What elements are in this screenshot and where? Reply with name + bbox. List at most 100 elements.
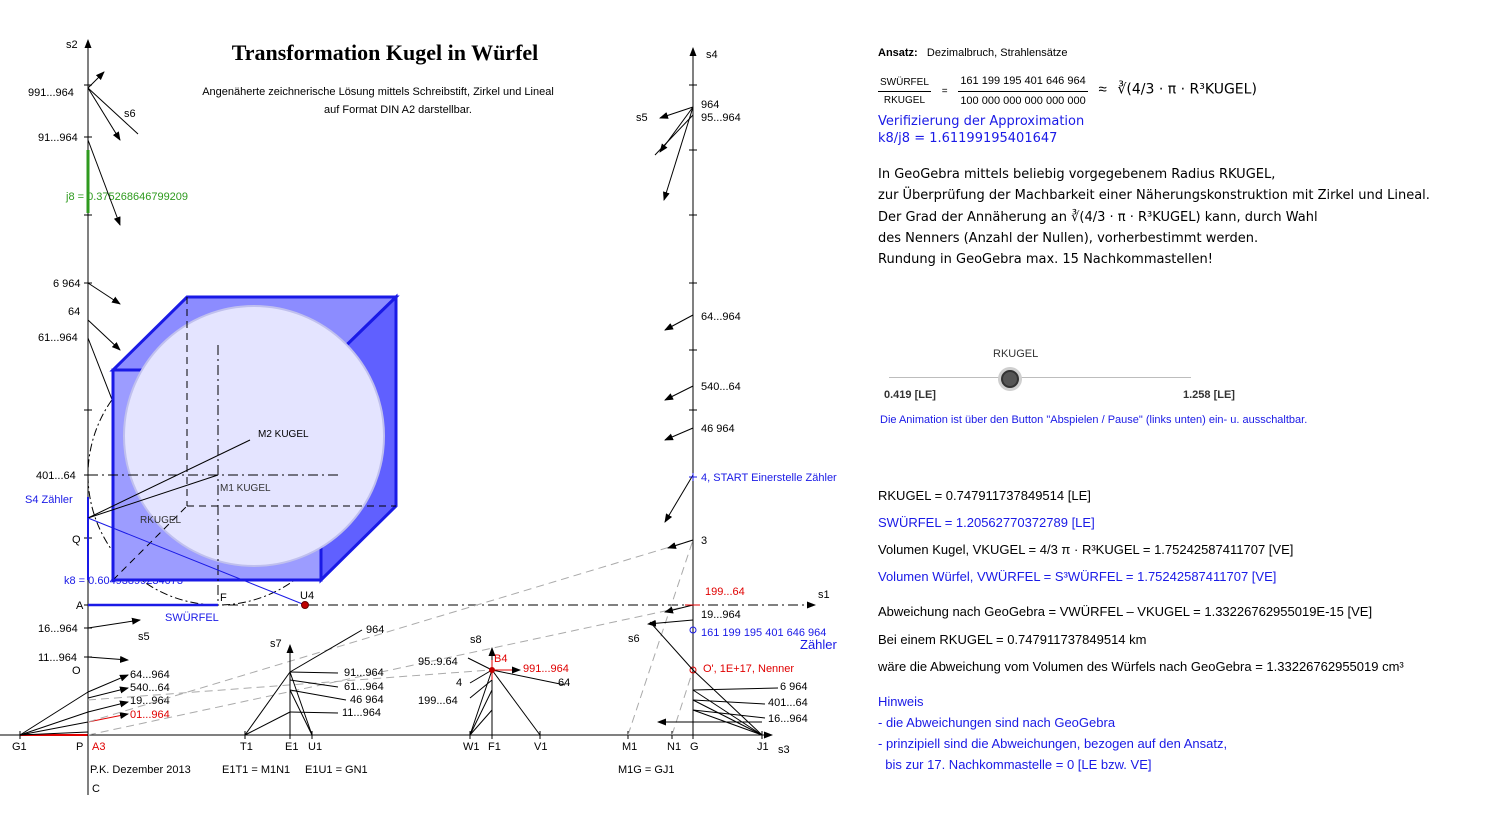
rtick-19: 19...964: [701, 609, 741, 621]
sphere: [123, 305, 385, 567]
rtick-64: 64...964: [701, 311, 741, 323]
fan-s8-b4: B4: [494, 653, 507, 665]
axis-s7-label: s7: [270, 638, 282, 650]
s-wuerfel-value: SWÜRFEL = 1.20562770372789 [LE]: [878, 514, 1095, 530]
axis-s4-label: s4: [706, 49, 718, 61]
desc-line1: In GeoGebra mittels beliebig vorgegebene…: [878, 166, 1276, 182]
right-arrows: [647, 106, 694, 627]
approx-expression: ∛(4/3 · π · R³KUGEL): [1117, 81, 1257, 98]
ratio-num: SWÜRFEL: [878, 76, 931, 92]
fan-s8: [467, 657, 566, 736]
segment-eq2: E1U1 = GN1: [305, 764, 368, 776]
info-panel: Ansatz: Dezimalbruch, Strahlensätze SWÜR…: [878, 46, 1478, 271]
rtick-counter: 161 199 195 401 646 964: [701, 627, 826, 639]
fan-s8-1: 95..9.64: [418, 656, 458, 668]
segment-eq1: E1T1 = M1N1: [222, 764, 290, 776]
desc-line4: des Nenners (Anzahl der Nullen), vorherb…: [878, 230, 1259, 246]
axis-s6-label: s6: [124, 108, 136, 120]
j8-label: j8 = 0.375268646799209: [65, 191, 188, 203]
axis-s1-label: s1: [818, 589, 830, 601]
label-u4: U4: [300, 590, 314, 602]
ansatz-label: Ansatz:: [878, 47, 918, 59]
pt-A3: A3: [92, 741, 105, 753]
ratio-den: RKUGEL: [883, 94, 926, 106]
pt-G: G: [690, 741, 699, 753]
r-kugel-slider-track[interactable]: [889, 377, 1191, 378]
pt-N1: N1: [667, 741, 681, 753]
label-m1: M1 KUGEL: [220, 483, 271, 494]
slider-label: RKUGEL: [993, 348, 1039, 360]
fan-s7-3: 61...964: [344, 681, 384, 693]
fan-s7-2: 91...964: [344, 667, 384, 679]
decimal-num: 161 199 195 401 646 964: [958, 74, 1088, 92]
tick-16: 16...964: [38, 623, 78, 635]
axis-s8-label: s8: [470, 634, 482, 646]
label-r: RKUGEL: [140, 515, 182, 526]
bei-einem: Bei einem RKUGEL = 0.747911737849514 km: [878, 632, 1147, 648]
fan-left: [19, 674, 129, 736]
axis-s2-label: s2: [66, 39, 78, 51]
fan-s8-3: 199...64: [418, 695, 458, 707]
ansatz-text: Dezimalbruch, Strahlensätze: [926, 47, 1068, 59]
desc-line3a: Der Grad der Annäherung an: [878, 209, 1067, 225]
results: RKUGEL = 0.747911737849514 [LE] SWÜRFEL …: [878, 488, 1478, 774]
vol-wuerfel: Volumen Würfel, VWÜRFEL = S³WÜRFEL = 1.7…: [878, 568, 1277, 584]
axis-s6r-label: s6: [628, 633, 640, 645]
hinweis-title: Hinweis: [878, 694, 924, 710]
pt-G1: G1: [12, 741, 27, 753]
pt-F1: F1: [488, 741, 501, 753]
pt-W1: W1: [463, 741, 480, 753]
fan-left-1: 64...964: [130, 669, 170, 681]
axis-s3-label: s3: [778, 744, 790, 756]
left-arrows: [87, 71, 141, 663]
fan-right: [649, 621, 779, 736]
verify-title: Verifizierung der Approximation: [878, 113, 1085, 129]
fan-left-4: 01...964: [130, 709, 170, 721]
r-kugel-slider-knob[interactable]: [1000, 370, 1019, 388]
tick-A: A: [76, 600, 84, 612]
pt-V1: V1: [534, 741, 547, 753]
guide-lines: [87, 539, 694, 736]
tick-6964: 6 964: [53, 278, 81, 290]
pt-P: P: [76, 741, 83, 753]
author: P.K. Dezember 2013: [90, 764, 191, 776]
decimal-fraction: 161 199 195 401 646 964 100 000 000 000 …: [958, 74, 1088, 108]
tick-61: 61...964: [38, 332, 78, 344]
fan-s8-5: 64: [558, 677, 570, 689]
desc-line3-expr: ∛(4/3 · π · R³KUGEL): [1071, 209, 1201, 225]
pt-T1: T1: [240, 741, 253, 753]
formula-row: SWÜRFEL RKUGEL = 161 199 195 401 646 964…: [878, 74, 1257, 108]
vol-kugel: Volumen Kugel, VKUGEL = 4/3 π · R³KUGEL …: [878, 541, 1294, 557]
pt-M1: M1: [622, 741, 637, 753]
rtick-540: 540...64: [701, 381, 741, 393]
pt-J1: J1: [757, 741, 769, 753]
tick-401: 401...64: [36, 470, 76, 482]
fan-left-2: 540...64: [130, 682, 170, 694]
hinweis-1: - die Abweichungen sind nach GeoGebra: [878, 715, 1116, 731]
fan-right-3: 16...964: [768, 713, 808, 725]
waere: wäre die Abweichung vom Volumen des Würf…: [878, 659, 1404, 675]
tick-Q: Q: [72, 534, 81, 546]
desc-line3b: kann, durch Wahl: [1204, 209, 1318, 225]
construction-drawing: Transformation Kugel in Würfel Angenäher…: [0, 39, 838, 795]
label-f: F: [220, 592, 227, 604]
subtitle-line1: Angenäherte zeichnerische Lösung mittels…: [202, 86, 554, 98]
decimal-den: 100 000 000 000 000 000: [960, 94, 1086, 107]
axis-s5-label: s5: [138, 631, 150, 643]
tick-991: 991...964: [28, 87, 74, 99]
tick-64: 64: [68, 306, 80, 318]
fan-left-3: 19...964: [130, 695, 170, 707]
tick-91: 91...964: [38, 132, 78, 144]
rtick-46964: 46 964: [701, 423, 735, 435]
axis-s5r-label: s5: [636, 112, 648, 124]
rtick-964: 964: [701, 99, 719, 111]
fan-right-2: 401...64: [768, 697, 808, 709]
right-axis-ticks: [689, 84, 697, 411]
subtitle-line2: auf Format DIN A2 darstellbar.: [324, 104, 472, 116]
fan-s8-4: 991...964: [523, 663, 569, 675]
rtick-95: 95...964: [701, 112, 741, 124]
u4-point: [301, 601, 309, 609]
desc-line5: Rundung in GeoGebra max. 15 Nachkommaste…: [878, 252, 1214, 268]
cube: [109, 293, 400, 584]
title: Transformation Kugel in Würfel: [232, 40, 539, 65]
